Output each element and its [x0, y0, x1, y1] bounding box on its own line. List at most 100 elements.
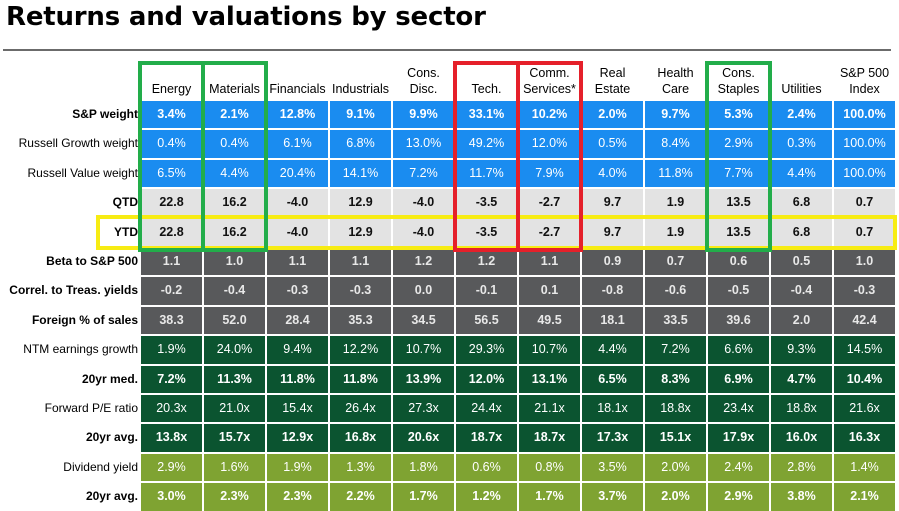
table-cell: 1.4% — [834, 453, 895, 482]
table-cell: 17.9x — [708, 424, 769, 452]
table-cell: 14.5% — [834, 336, 895, 364]
table-cell: 49.2% — [456, 130, 517, 158]
table-cell: 0.1 — [519, 277, 580, 305]
column-header-cons-disc: Cons. Disc. — [407, 66, 440, 96]
table-cell: 1.3% — [330, 453, 391, 482]
row-label-ytd: YTD — [114, 224, 138, 239]
table-cell: 42.4 — [834, 306, 895, 335]
table-cell: 33.5 — [645, 306, 706, 335]
table-cell: -0.5 — [708, 277, 769, 305]
table-cell: 2.4% — [708, 453, 769, 482]
table-cell: 15.7x — [204, 424, 265, 452]
table-cell: 6.8% — [330, 130, 391, 158]
table-cell: 12.8% — [267, 101, 328, 129]
table-cell: -0.3 — [330, 277, 391, 305]
table-cell: 22.8 — [141, 218, 202, 246]
row-label-russell-growth-weight: Russell Growth weight — [18, 136, 138, 151]
table-cell: -0.3 — [834, 277, 895, 305]
table-cell: 2.0% — [645, 483, 706, 511]
table-cell: 16.0x — [771, 424, 832, 452]
table-cell: 1.0 — [204, 248, 265, 276]
table-cell: 0.3% — [771, 130, 832, 158]
table-cell: 12.0% — [519, 130, 580, 158]
table-cell: 100.0% — [834, 101, 895, 129]
table-cell: 6.1% — [267, 130, 328, 158]
table-cell: 0.6 — [708, 248, 769, 276]
table-cell: 7.2% — [141, 365, 202, 393]
table-cell: 13.9% — [393, 365, 454, 393]
table-cell: 8.3% — [645, 365, 706, 393]
table-cell: 7.2% — [645, 336, 706, 364]
column-header-comm-services: Comm. Services* — [523, 66, 576, 96]
table-cell: 7.7% — [708, 159, 769, 188]
table-cell: 1.2% — [456, 483, 517, 511]
table-cell: 1.1 — [330, 248, 391, 276]
table-cell: 1.6% — [204, 453, 265, 482]
table-cell: 33.1% — [456, 101, 517, 129]
table-cell: 20.4% — [267, 159, 328, 188]
table-cell: 8.4% — [645, 130, 706, 158]
column-header-s-p-500-index: S&P 500 Index — [839, 66, 890, 96]
table-cell: 1.1 — [267, 248, 328, 276]
table-cell: 18.1 — [582, 306, 643, 335]
table-cell: 9.3% — [771, 336, 832, 364]
table-cell: 15.4x — [267, 395, 328, 423]
table-cell: -2.7 — [519, 189, 580, 217]
table-cell: 9.7 — [582, 218, 643, 246]
table-cell: 1.2 — [393, 248, 454, 276]
table-cell: 0.8% — [519, 453, 580, 482]
table-cell: 3.0% — [141, 483, 202, 511]
table-cell: 10.2% — [519, 101, 580, 129]
table-cell: 1.9% — [141, 336, 202, 364]
table-cell: 12.9 — [330, 218, 391, 246]
table-cell: 9.9% — [393, 101, 454, 129]
table-cell: 2.1% — [834, 483, 895, 511]
table-cell: 29.3% — [456, 336, 517, 364]
table-cell: 49.5 — [519, 306, 580, 335]
table-cell: 7.9% — [519, 159, 580, 188]
table-cell: 2.9% — [708, 130, 769, 158]
column-header-energy: Energy — [151, 82, 192, 96]
row-label-forward-p-e-ratio: Forward P/E ratio — [44, 401, 138, 415]
table-cell: 26.4x — [330, 395, 391, 423]
table-cell: 4.4% — [204, 159, 265, 188]
table-cell: -0.8 — [582, 277, 643, 305]
table-cell: 10.4% — [834, 365, 895, 393]
row-label-20yr-avg: 20yr avg. — [85, 489, 138, 504]
table-cell: -0.3 — [267, 277, 328, 305]
table-cell: -0.1 — [456, 277, 517, 305]
table-cell: 6.5% — [582, 365, 643, 393]
table-cell: 4.4% — [771, 159, 832, 188]
table-cell: 2.2% — [330, 483, 391, 511]
table-cell: 0.5% — [582, 130, 643, 158]
column-header-cons-staples: Cons. Staples — [717, 66, 760, 96]
table-cell: 9.1% — [330, 101, 391, 129]
table-cell: -0.2 — [141, 277, 202, 305]
table-cell: 3.7% — [582, 483, 643, 511]
table-cell: 21.6x — [834, 395, 895, 423]
table-cell: 11.7% — [456, 159, 517, 188]
table-cell: 0.4% — [204, 130, 265, 158]
table-cell: 6.8 — [771, 218, 832, 246]
table-cell: 2.8% — [771, 453, 832, 482]
title-divider — [3, 49, 891, 51]
table-cell: 1.7% — [519, 483, 580, 511]
column-header-utilities: Utilities — [781, 82, 822, 96]
table-cell: 24.0% — [204, 336, 265, 364]
row-label-correl-to-treas-yields: Correl. to Treas. yields — [9, 283, 138, 298]
table-cell: 1.7% — [393, 483, 454, 511]
table-cell: 11.3% — [204, 365, 265, 393]
table-cell: 12.9x — [267, 424, 328, 452]
table-cell: 12.2% — [330, 336, 391, 364]
table-cell: 15.1x — [645, 424, 706, 452]
row-label-20yr-avg: 20yr avg. — [85, 430, 138, 445]
table-cell: 0.5 — [771, 248, 832, 276]
table-cell: 9.7 — [582, 189, 643, 217]
table-cell: 0.9 — [582, 248, 643, 276]
table-cell: 0.0 — [393, 277, 454, 305]
table-cell: 34.5 — [393, 306, 454, 335]
column-header-tech: Tech. — [471, 82, 502, 96]
table-cell: 18.7x — [456, 424, 517, 452]
table-cell: 13.5 — [708, 218, 769, 246]
table-cell: 1.9% — [267, 453, 328, 482]
